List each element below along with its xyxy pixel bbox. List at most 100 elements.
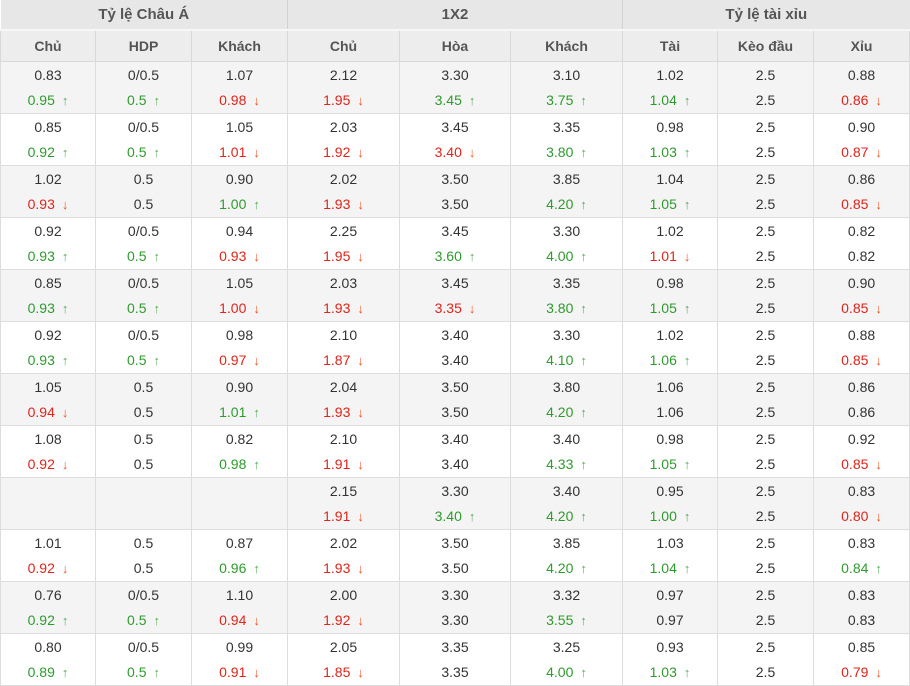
trend-up-icon: ↑	[61, 664, 69, 680]
live-odds-value: 1.92 ↓	[288, 608, 399, 633]
opening-odds-value: 0.94	[225, 222, 254, 239]
trend-up-icon: ↑	[61, 144, 69, 160]
opening-odds-value	[1, 479, 95, 504]
trend-up-icon: ↑	[683, 456, 691, 472]
odds-row: 1.01 0.92 ↓ 0.5 0.5 0.87 0.96 ↑ 2.02 1.93 ↓ 3.50 3.5…	[0, 529, 910, 582]
opening-odds-value: 1.08	[34, 430, 62, 447]
live-odds-value: 2.5	[755, 299, 776, 316]
odds-cell: 2.03 1.92 ↓	[287, 113, 400, 166]
live-odds-value: 1.03 ↑	[623, 140, 717, 165]
col-header-1x2-away: Khách	[510, 30, 623, 62]
live-odds-value: 3.55 ↑	[511, 608, 622, 633]
opening-odds-value	[192, 479, 287, 504]
live-odds-value: 0.92 ↑	[1, 608, 95, 633]
trend-down-icon: ↓	[468, 144, 476, 160]
live-odds-value: 1.91 ↓	[288, 452, 399, 477]
trend-up-icon: ↑	[683, 664, 691, 680]
trend-down-icon: ↓	[875, 300, 882, 316]
live-odds-value: 0.5 ↑	[96, 348, 191, 373]
trend-down-icon: ↓	[61, 560, 69, 576]
live-odds-value: 0.92 ↑	[1, 140, 95, 165]
live-odds-value: 4.00 ↑	[511, 244, 622, 269]
opening-odds-value: 1.02	[656, 222, 684, 239]
opening-odds-value: 0.92	[847, 430, 876, 447]
odds-cell: 2.05 1.85 ↓	[287, 633, 400, 686]
odds-cell: 1.06 1.06	[622, 373, 718, 426]
trend-up-icon: ↑	[153, 300, 160, 316]
live-odds-value: 1.01 ↓	[192, 140, 287, 165]
odds-cell: 0.90 0.87 ↓	[812, 113, 910, 166]
live-odds-value: 0.5	[133, 195, 154, 212]
live-odds-value: 0.89 ↑	[1, 660, 95, 685]
live-odds-value: 3.30	[441, 611, 469, 628]
odds-cell: 0.85 0.92 ↑	[0, 113, 96, 166]
odds-cell: 0.5 0.5	[95, 373, 192, 426]
opening-odds-value: 0.97	[656, 586, 684, 603]
odds-cell	[95, 477, 192, 530]
column-header-row: Chủ HDP Khách Chủ Hòa Khách Tài Kèo đầu …	[0, 30, 910, 62]
opening-odds-value: 0.88	[847, 66, 876, 83]
trend-up-icon: ↑	[580, 664, 587, 680]
odds-cell: 0.87 0.96 ↑	[191, 529, 288, 582]
odds-cell: 0.98 1.05 ↑	[622, 269, 718, 322]
live-odds-value: 2.5	[755, 559, 776, 576]
trend-up-icon: ↑	[153, 352, 160, 368]
odds-cell: 3.30 3.40 ↑	[399, 477, 511, 530]
trend-down-icon: ↓	[357, 92, 364, 108]
live-odds-value: 1.95 ↓	[288, 244, 399, 269]
trend-up-icon: ↑	[580, 508, 587, 524]
live-odds-value: 0.87 ↓	[814, 140, 909, 165]
odds-cell: 0.83 0.84 ↑	[812, 529, 910, 582]
odds-cell: 0.98 0.97 ↓	[191, 321, 288, 374]
live-odds-value: 3.40 ↑	[400, 504, 510, 529]
trend-up-icon: ↑	[580, 144, 587, 160]
odds-cell: 2.10 1.91 ↓	[287, 425, 400, 478]
odds-row: 1.02 0.93 ↓ 0.5 0.5 0.90 1.00 ↑ 2.02 1.93 ↓ 3.50 3.5…	[0, 165, 910, 218]
live-odds-value: 0.86	[847, 403, 876, 420]
odds-cell: 3.85 4.20 ↑	[510, 165, 623, 218]
odds-cell: 0.85 0.93 ↑	[0, 269, 96, 322]
live-odds-value: 1.01 ↓	[623, 244, 717, 269]
odds-cell: 3.50 3.50	[399, 373, 511, 426]
live-odds-value: 1.05 ↑	[623, 296, 717, 321]
trend-down-icon: ↓	[357, 248, 364, 264]
odds-cell: 3.10 3.75 ↑	[510, 61, 623, 114]
live-odds-value: 0.85 ↓	[814, 192, 909, 217]
odds-cell: 1.10 0.94 ↓	[191, 581, 288, 634]
opening-odds-value: 0.92	[34, 326, 62, 343]
trend-up-icon: ↑	[468, 92, 476, 108]
opening-odds-value: 0.86	[847, 170, 876, 187]
opening-odds-value: 1.05	[34, 378, 62, 395]
opening-odds-value: 3.30	[441, 482, 469, 499]
opening-odds-value: 0.90	[225, 170, 254, 187]
odds-cell: 1.04 1.05 ↑	[622, 165, 718, 218]
trend-down-icon: ↓	[253, 92, 260, 108]
odds-row: 0.92 0.93 ↑ 0/0.5 0.5 ↑ 0.94 0.93 ↓ 2.25 1.95 ↓ 3.45…	[0, 217, 910, 270]
live-odds-value: 4.20 ↑	[511, 504, 622, 529]
trend-down-icon: ↓	[357, 404, 364, 420]
trend-down-icon: ↓	[357, 300, 364, 316]
trend-down-icon: ↓	[357, 352, 364, 368]
opening-odds-value: 2.5	[755, 430, 776, 447]
opening-odds-value: 2.02	[329, 170, 358, 187]
odds-cell: 3.30 3.30	[399, 581, 511, 634]
live-odds-value: 0.93 ↑	[1, 296, 95, 321]
opening-odds-value: 3.40	[441, 326, 469, 343]
trend-up-icon: ↑	[683, 144, 691, 160]
odds-cell: 1.03 1.04 ↑	[622, 529, 718, 582]
live-odds-value: 0.95 ↑	[1, 88, 95, 113]
opening-odds-value: 3.50	[441, 534, 469, 551]
trend-up-icon: ↑	[61, 248, 69, 264]
odds-cell: 1.08 0.92 ↓	[0, 425, 96, 478]
live-odds-value: 1.04 ↑	[623, 88, 717, 113]
odds-cell: 3.80 4.20 ↑	[510, 373, 623, 426]
odds-cell: 3.40 4.33 ↑	[510, 425, 623, 478]
live-odds-value: 0.94 ↓	[1, 400, 95, 425]
opening-odds-value: 0.98	[656, 430, 684, 447]
trend-up-icon: ↑	[468, 248, 476, 264]
live-odds-value: 0.5	[133, 559, 154, 576]
odds-cell: 3.40 3.40	[399, 425, 511, 478]
live-odds-value: 0.93 ↓	[192, 244, 287, 269]
live-odds-value: 1.01 ↑	[192, 400, 287, 425]
trend-up-icon: ↑	[580, 612, 587, 628]
